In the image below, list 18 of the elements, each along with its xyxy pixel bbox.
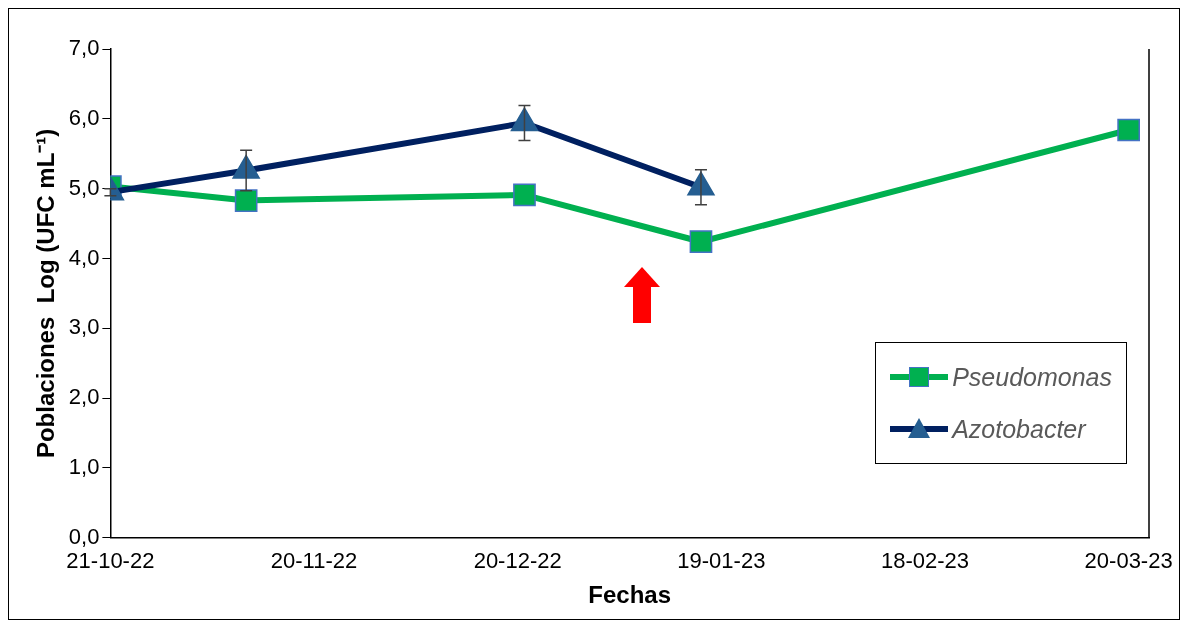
legend-label: Azotobacter <box>952 414 1086 444</box>
x-tick-label: 19-01-23 <box>677 548 766 574</box>
y-axis-title: Poblaciones Log (UFC mL⁻¹) <box>32 128 60 459</box>
legend-label: Pseudomonas <box>952 362 1112 392</box>
y-tick-label: 5,0 <box>68 174 100 200</box>
y-tick-label: 2,0 <box>68 384 100 410</box>
x-tick-label: 20-12-22 <box>473 548 562 574</box>
x-tick-label: 20-11-22 <box>270 548 358 574</box>
y-tick-label: 3,0 <box>68 314 100 340</box>
y-tick-label: 7,0 <box>68 35 100 61</box>
x-axis-title: Fechas <box>588 581 672 609</box>
x-tick-label: 18-02-23 <box>880 548 970 574</box>
y-tick-label: 1,0 <box>68 454 100 480</box>
x-tick-label: 20-03-23 <box>1084 548 1173 574</box>
y-tick-label: 0,0 <box>68 523 100 549</box>
y-tick-label: 4,0 <box>68 244 100 270</box>
x-tick-label: 21-10-22 <box>66 548 155 574</box>
y-tick-label: 6,0 <box>68 104 100 130</box>
